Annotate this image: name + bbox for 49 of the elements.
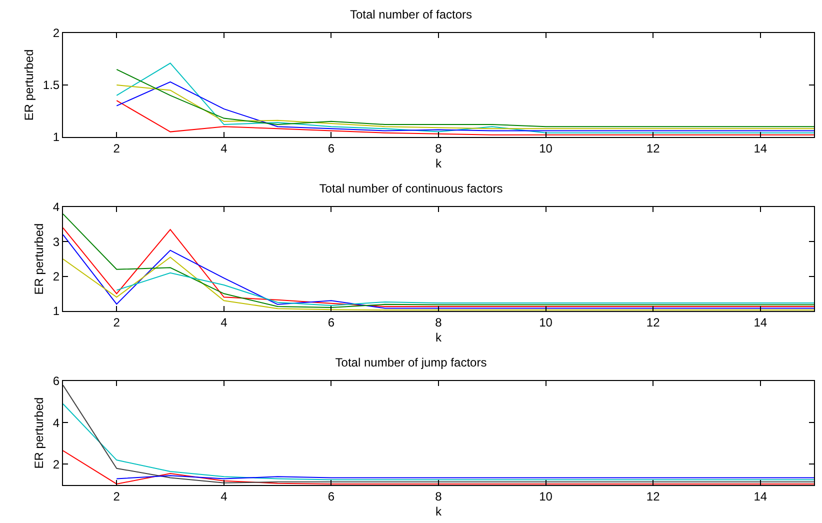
x-tick-label: 14 (754, 315, 768, 330)
y-axis-title: ER perturbed (32, 397, 46, 469)
x-tick-label: 8 (435, 489, 442, 504)
x-tick-label: 2 (113, 315, 120, 330)
x-tick-label: 2 (113, 489, 120, 504)
x-tick-label: 6 (328, 489, 335, 504)
x-axis-title: k (436, 504, 442, 518)
x-tick-label: 12 (646, 141, 660, 156)
y-tick-label: 1.5 (42, 78, 60, 92)
y-tick-label: 1 (52, 304, 60, 318)
x-tick-label: 12 (646, 489, 660, 504)
x-tick-label: 8 (435, 141, 442, 156)
x-tick-label: 10 (539, 489, 553, 504)
x-tick-label: 14 (754, 489, 768, 504)
line-series (116, 62, 814, 134)
chart-title: Total number of factors (350, 7, 472, 22)
x-tick-label: 4 (220, 489, 228, 504)
x-tick-label: 14 (754, 141, 768, 156)
line-series (63, 450, 814, 484)
chart-title: Total number of continuous factors (319, 181, 503, 196)
y-axis-title: ER perturbed (32, 223, 46, 295)
x-tick-label: 10 (539, 315, 553, 330)
line-series (63, 213, 814, 308)
y-axis-title: ER perturbed (22, 49, 36, 121)
y-tick-label: 4 (52, 200, 60, 214)
x-tick-label: 4 (220, 141, 228, 156)
x-axis-title: k (436, 156, 442, 170)
line-series (63, 384, 814, 484)
x-tick-label: 6 (328, 141, 335, 156)
chart-title: Total number of jump factors (335, 355, 487, 370)
line-series (116, 68, 814, 128)
line-series (63, 403, 814, 480)
y-tick-label: 4 (52, 416, 60, 430)
y-tick-label: 3 (52, 234, 60, 249)
y-tick-label: 6 (52, 374, 60, 388)
x-tick-label: 4 (220, 315, 228, 330)
x-axis-title: k (436, 330, 442, 344)
y-tick-label: 2 (52, 457, 60, 472)
line-series (116, 272, 814, 306)
line-series (63, 256, 814, 310)
y-tick-label: 1 (52, 130, 60, 144)
line-series (116, 100, 814, 136)
y-tick-label: 2 (52, 270, 60, 284)
x-tick-label: 2 (113, 141, 120, 156)
x-tick-label: 10 (539, 141, 553, 156)
x-tick-label: 12 (646, 315, 660, 330)
x-tick-label: 8 (435, 315, 442, 330)
y-tick-label: 2 (52, 26, 60, 40)
x-tick-label: 6 (328, 315, 335, 330)
